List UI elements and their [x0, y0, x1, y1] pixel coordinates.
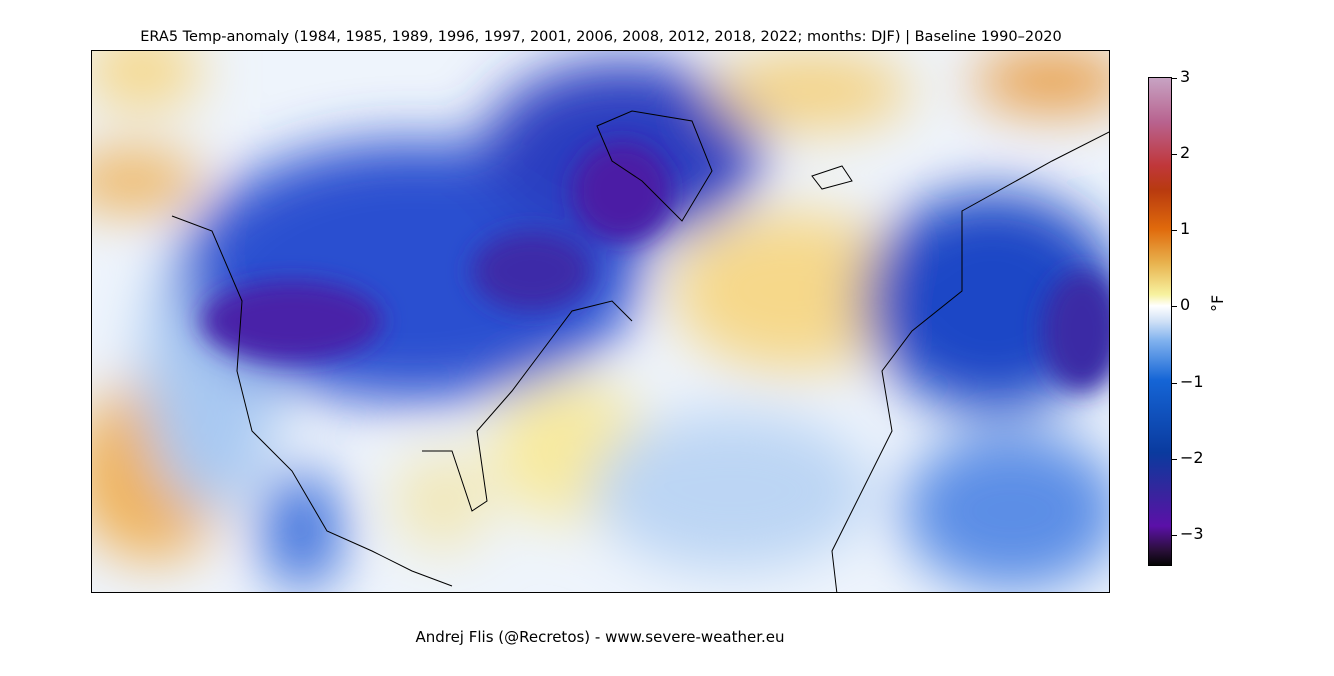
- colorbar-tick: [1172, 306, 1177, 307]
- map-title: ERA5 Temp-anomaly (1984, 1985, 1989, 199…: [140, 29, 1062, 45]
- colorbar-tick-label: −1: [1180, 372, 1204, 391]
- warm-anomaly-atlantic: [672, 211, 912, 371]
- colorbar-tick-label: 3: [1180, 67, 1191, 86]
- credit-text: Andrej Flis (@Recretos) - www.severe-wea…: [415, 628, 785, 646]
- temperature-anomaly-map: [91, 50, 1110, 593]
- colorbar-tick: [1172, 535, 1177, 536]
- colorbar-tick: [1172, 154, 1177, 155]
- anomaly-field: [92, 51, 1109, 592]
- colorbar: [1148, 77, 1172, 566]
- colorbar-tick: [1172, 78, 1177, 79]
- colorbar-tick: [1172, 383, 1177, 384]
- colorbar-tick: [1172, 459, 1177, 460]
- colorbar-tick-label: 1: [1180, 219, 1191, 238]
- coastlines: [171, 110, 1109, 592]
- colorbar-tick-label: 0: [1180, 295, 1191, 314]
- colorbar-tick: [1172, 230, 1177, 231]
- colorbar-tick-label: −2: [1180, 448, 1204, 467]
- colorbar-unit-label: °F: [1208, 294, 1227, 312]
- colorbar-tick-label: −3: [1180, 524, 1204, 543]
- colorbar-tick-label: 2: [1180, 143, 1191, 162]
